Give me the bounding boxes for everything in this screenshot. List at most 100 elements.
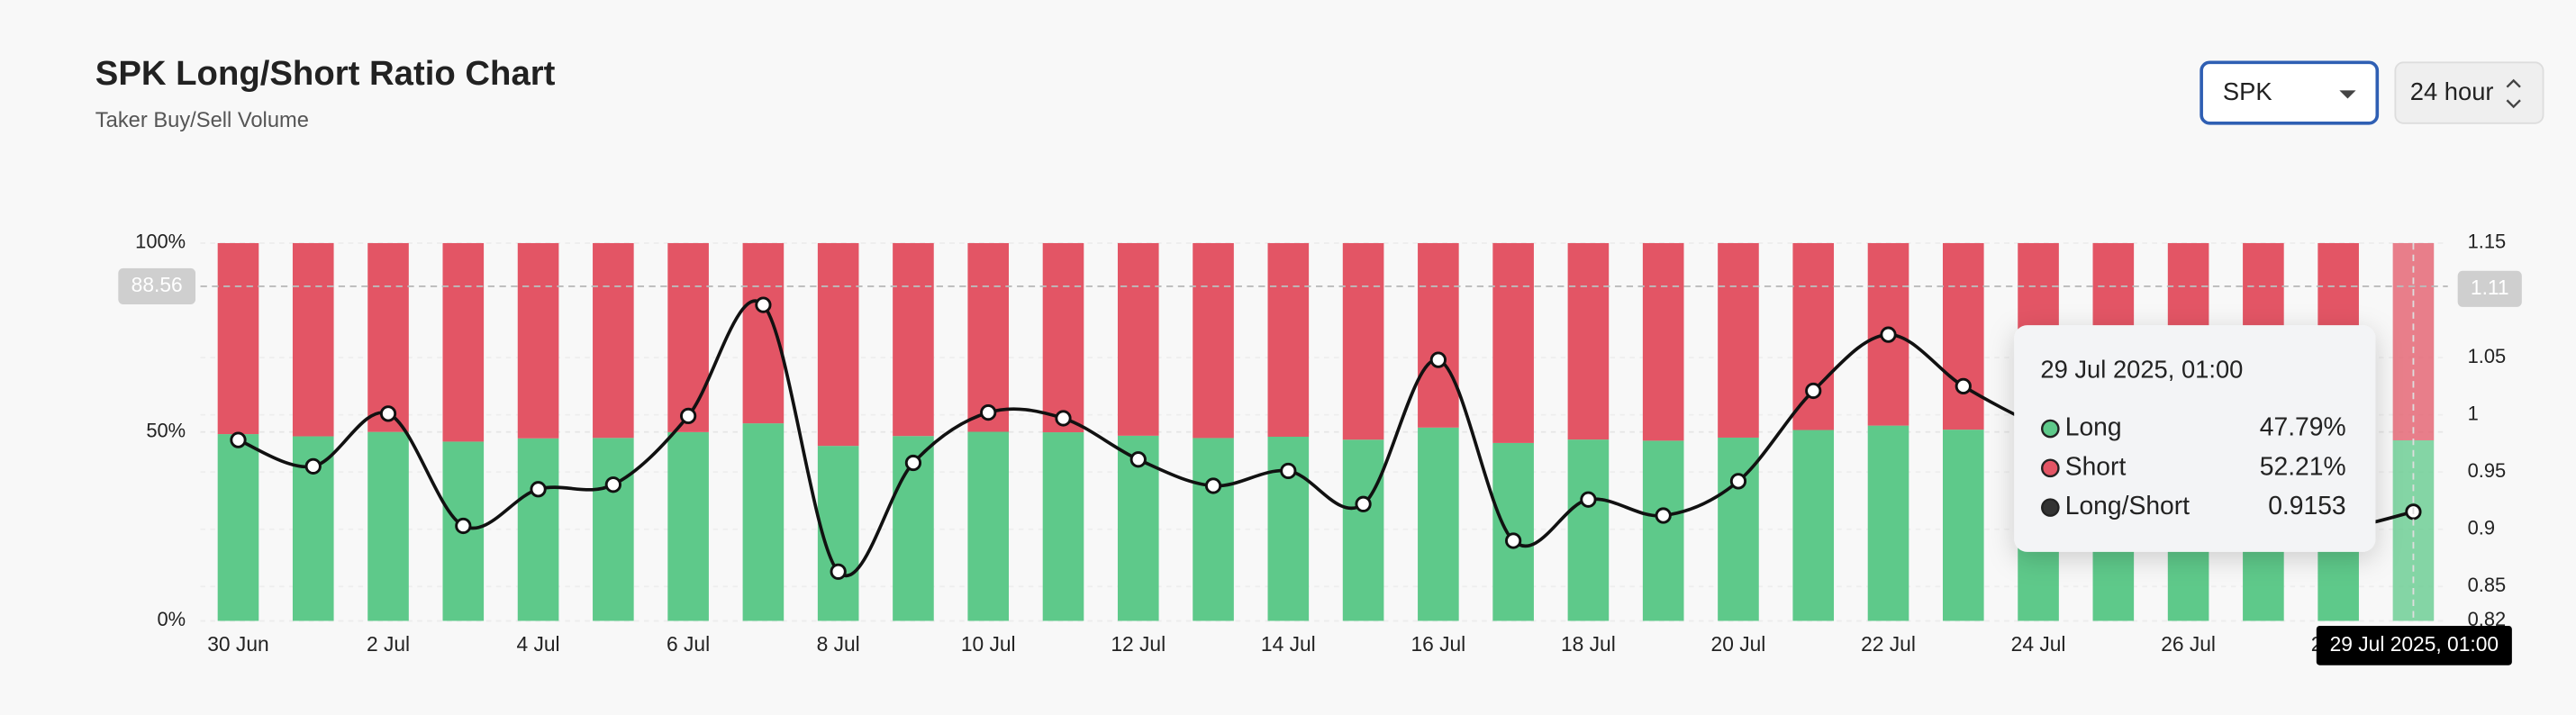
ratio-point: [1055, 410, 1072, 427]
crosshair-y2-box: [2457, 270, 2522, 307]
select-value[interactable]: SPK: [2223, 77, 2272, 105]
tooltip-swatch: [2041, 458, 2060, 478]
ratio-point: [530, 481, 547, 498]
tooltip-swatch: [2041, 419, 2060, 439]
ratio-point: [1355, 495, 1372, 512]
y-tick-label: 100%: [135, 231, 186, 253]
select-box[interactable]: [2200, 60, 2380, 125]
bar-long: [1193, 438, 1234, 621]
x-tick-label: 26 Jul: [2161, 632, 2216, 656]
ratio-point: [1280, 462, 1297, 480]
ratio-point: [379, 405, 397, 422]
crosshair-x-label: 29 Jul 2025, 01:00: [2330, 632, 2499, 656]
y2-tick-label: 0.95: [2468, 459, 2507, 482]
ratio-point: [1204, 477, 1222, 494]
ratio-point: [1429, 351, 1447, 368]
bar-long: [517, 438, 559, 621]
y-tick-label: 0%: [157, 608, 186, 630]
bar-short: [1342, 242, 1384, 440]
bar-long: [1942, 430, 1984, 621]
bar-short: [1718, 242, 1759, 438]
tooltip-swatch: [2041, 498, 2060, 517]
bar-short: [2392, 242, 2435, 440]
tooltip-box: [2014, 325, 2376, 552]
bar-short: [1942, 242, 1984, 430]
ratio-point: [455, 517, 472, 535]
ratio-point: [904, 454, 922, 472]
bar-long: [1042, 432, 1084, 621]
page-title: SPK Long/Short Ratio Chart: [95, 54, 556, 93]
ratio-point: [1580, 491, 1597, 508]
ratio-point: [680, 407, 697, 425]
tooltip-row-value: 0.9153: [2268, 491, 2345, 520]
page-subtitle: Taker Buy/Sell Volume: [95, 109, 309, 132]
crosshair-x-box: [2316, 625, 2512, 665]
ratio-point: [755, 296, 772, 313]
y-tick-label: 50%: [146, 419, 186, 441]
x-tick-label: 10 Jul: [961, 632, 1016, 656]
tooltip-row-value: 52.21%: [2260, 451, 2346, 480]
x-tick-label: 4 Jul: [517, 632, 560, 656]
bar-short: [667, 242, 709, 432]
ratio-point: [830, 563, 847, 580]
x-tick-label: 14 Jul: [1261, 632, 1316, 656]
bar-short: [593, 242, 634, 439]
bar-long: [1642, 440, 1684, 621]
ratio-point: [1880, 326, 1897, 343]
bar-short: [893, 242, 934, 437]
bar-long: [667, 431, 709, 621]
tooltip-row-name: Short: [2065, 451, 2127, 480]
crosshair-y-label: 88.56: [132, 273, 183, 296]
bar-long: [217, 434, 259, 621]
x-tick-label: 18 Jul: [1561, 632, 1616, 656]
select-value[interactable]: 24 hour: [2410, 77, 2494, 105]
bar-short: [1642, 242, 1684, 441]
crosshair-y2-label: 1.11: [2471, 276, 2509, 299]
tooltip-title: 29 Jul 2025, 01:00: [2040, 355, 2243, 383]
bar-short: [1792, 242, 1835, 430]
tooltip: 29 Jul 2025, 01:00 Long 47.79% Short 52.21% L…: [2014, 325, 2376, 552]
bar-long: [1567, 439, 1610, 621]
bar-short: [817, 242, 859, 447]
ratio-point: [1955, 377, 1972, 394]
bar-short: [1117, 242, 1159, 436]
ratio-point: [1655, 507, 1672, 524]
x-tick-label: 16 Jul: [1410, 632, 1465, 656]
bar-short: [517, 242, 559, 439]
ratio-point: [980, 403, 997, 421]
ratio-point: [1505, 532, 1522, 549]
bar-short: [1193, 242, 1234, 439]
y2-tick-label: 0.9: [2468, 517, 2495, 539]
bar-long: [817, 446, 859, 621]
crosshair-y-box: [118, 267, 196, 305]
bar-long: [1342, 439, 1384, 621]
y2-tick-label: 1.05: [2468, 345, 2507, 367]
x-tick-label: 20 Jul: [1711, 632, 1766, 656]
period-select[interactable]: 24 hour: [2394, 61, 2544, 124]
tooltip-row-value: 47.79%: [2260, 412, 2346, 441]
ratio-point: [1129, 451, 1147, 468]
y2-tick-label: 1.15: [2468, 231, 2507, 253]
x-tick-label: 12 Jul: [1111, 632, 1166, 656]
bar-short: [1042, 242, 1084, 433]
y2-tick-label: 1: [2468, 402, 2479, 424]
x-tick-label: 30 Jun: [207, 632, 268, 656]
bar-short: [1418, 242, 1459, 428]
bar-long: [1867, 425, 1909, 621]
select-box[interactable]: [2394, 61, 2544, 124]
bar-short: [1567, 242, 1610, 440]
bar-short: [367, 242, 409, 432]
ratio-point: [230, 431, 247, 448]
ratio-point: [304, 457, 322, 475]
x-tick-label: 8 Jul: [817, 632, 860, 656]
x-tick-label: 22 Jul: [1861, 632, 1916, 656]
symbol-select[interactable]: SPK: [2200, 60, 2380, 125]
bar-short: [292, 242, 334, 437]
bar-long: [1492, 442, 1534, 621]
dropdown-arrow: [2339, 90, 2356, 99]
spinner-arrows: [2506, 78, 2521, 109]
bar-long: [1792, 430, 1835, 621]
y2-tick-label: 0.85: [2468, 574, 2507, 596]
